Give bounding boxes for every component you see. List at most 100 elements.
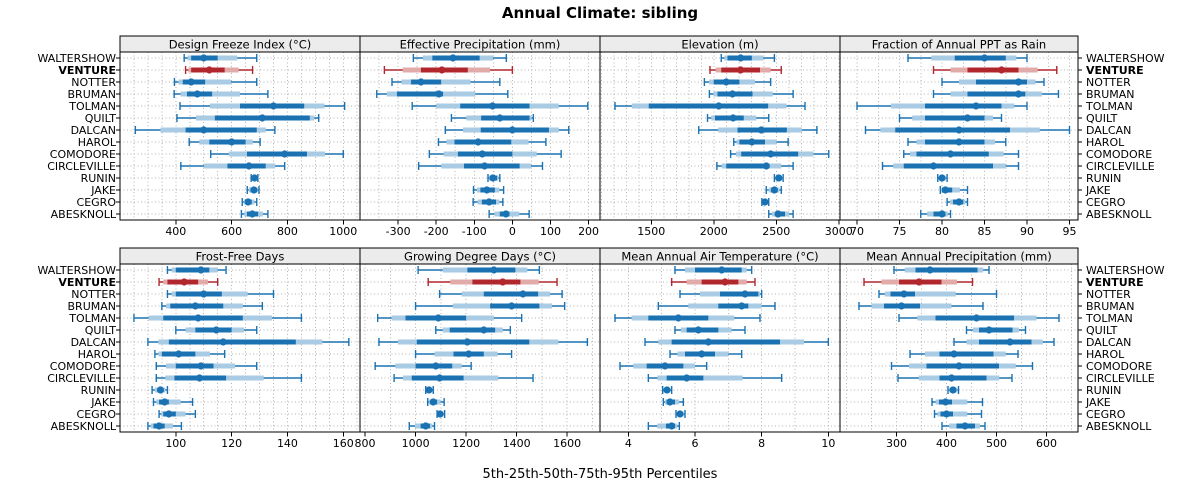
median-dot [1014, 78, 1023, 86]
x-tick-label: 400 [936, 437, 957, 450]
median-dot [955, 198, 963, 206]
series-quilt [450, 114, 535, 122]
median-dot [941, 398, 950, 406]
series-quilt [435, 326, 512, 334]
station-label-left: QUILT [85, 324, 117, 337]
station-label-right: ABESKNOLL [1086, 420, 1152, 433]
median-dot [900, 290, 908, 298]
median-dot [187, 78, 195, 86]
x-tick-label: 1000 [329, 225, 357, 238]
median-dot [926, 266, 934, 274]
series-abesknoll [768, 210, 794, 218]
x-tick-label: 160 [333, 437, 354, 450]
series-venture [383, 66, 514, 74]
station-label-right: RUNIN [1086, 172, 1121, 185]
median-dot [676, 410, 684, 418]
series-waltershow [674, 266, 753, 274]
strip-label: Frost-Free Days [196, 250, 285, 264]
station-label-left: COMODORE [50, 360, 116, 373]
station-label-right: NOTTER [1086, 76, 1131, 89]
series-waltershow [907, 54, 1028, 62]
panel-border [119, 51, 361, 221]
station-label-right: TOLMAN [1085, 100, 1133, 113]
median-dot [938, 174, 946, 182]
median-dot [1006, 338, 1014, 346]
series-tolman [133, 314, 303, 322]
series-tolman [898, 314, 1060, 322]
median-dot [985, 326, 993, 334]
median-dot [165, 410, 173, 418]
series-cegro [946, 198, 969, 206]
series-dalcan [644, 338, 830, 346]
median-dot [949, 386, 957, 394]
median-dot [436, 410, 444, 418]
series-jake [931, 398, 984, 406]
median-dot [417, 78, 425, 86]
median-dot [980, 54, 989, 62]
median-dot [245, 162, 253, 170]
x-tick-label: 90 [1020, 225, 1034, 238]
x-tick-label: -100 [462, 225, 487, 238]
series-dalcan [444, 126, 570, 134]
x-tick-label: 1200 [452, 437, 480, 450]
strip-label: Design Freeze Index (°C) [169, 38, 312, 52]
series-cegro [241, 198, 258, 206]
x-tick-label: 95 [1063, 225, 1077, 238]
station-label-left: NOTTER [71, 288, 116, 301]
median-dot [519, 290, 527, 298]
station-label-left: WALTERSHOW [37, 264, 116, 277]
x-tick-label: 80 [935, 225, 949, 238]
series-harol [907, 138, 1007, 146]
median-dot [668, 422, 676, 430]
series-dalcan [864, 126, 1071, 134]
station-label-right: HAROL [1086, 136, 1125, 149]
series-circleville [881, 162, 1020, 170]
x-tick-label: 800 [355, 437, 376, 450]
median-dot [200, 126, 208, 134]
median-dot [191, 302, 199, 310]
median-dot [729, 114, 737, 122]
median-dot [269, 102, 278, 110]
median-dot [195, 374, 204, 382]
station-label-right: DALCAN [1086, 336, 1131, 349]
chart-title: Annual Climate: sibling [501, 4, 699, 22]
median-dot [193, 90, 201, 98]
x-tick-label: 800 [277, 225, 298, 238]
median-dot [489, 174, 497, 182]
panel-mean-annual-precipitation-mm-: Mean Annual Precipitation (mm) 300 400 500 6… [839, 247, 1082, 450]
series-runin [424, 386, 434, 394]
median-dot [946, 150, 955, 158]
series-cegro [158, 410, 197, 418]
median-dot [770, 186, 778, 194]
median-dot [250, 174, 259, 182]
median-dot [175, 350, 183, 358]
x-tick-label: 6 [692, 437, 699, 450]
station-label-left: CIRCLEVILLE [47, 160, 116, 173]
station-label-left: HAROL [78, 348, 117, 361]
median-dot [212, 326, 220, 334]
x-tick-label: 2500 [762, 225, 790, 238]
median-dot [728, 90, 737, 98]
series-quilt [965, 326, 1027, 334]
series-bruman [376, 90, 509, 98]
station-label-right: QUILT [1086, 112, 1118, 125]
series-harol [154, 350, 226, 358]
station-label-left: CIRCLEVILLE [47, 372, 116, 385]
median-dot [915, 278, 923, 286]
series-notter [941, 78, 1045, 86]
median-dot [972, 102, 980, 110]
series-jake [939, 186, 969, 194]
series-notter [173, 78, 258, 86]
station-label-right: COMODORE [1086, 148, 1152, 161]
median-dot [666, 398, 674, 406]
series-harol [414, 350, 513, 358]
series-quilt [898, 114, 1003, 122]
series-tolman [856, 102, 1028, 110]
median-dot [950, 350, 958, 358]
series-cegro [933, 410, 983, 418]
station-label-right: VENTURE [1086, 276, 1144, 289]
x-tick-label: 2000 [700, 225, 728, 238]
median-dot [674, 314, 682, 322]
series-dalcan [134, 126, 276, 134]
series-jake [662, 398, 685, 406]
